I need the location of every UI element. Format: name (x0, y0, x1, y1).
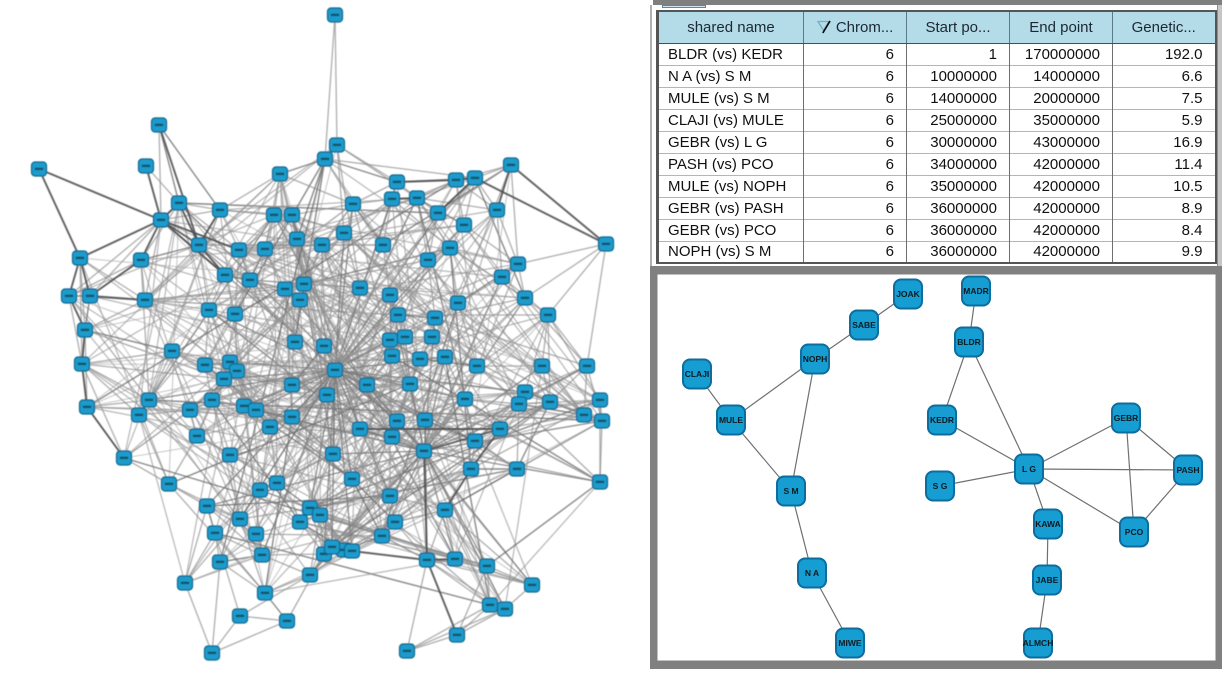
svg-text:JABE: JABE (1036, 575, 1059, 585)
svg-text:KAWA: KAWA (1035, 519, 1061, 529)
svg-text:MIWE: MIWE (838, 638, 861, 648)
svg-text:S M: S M (783, 486, 798, 496)
svg-text:PCO: PCO (1125, 527, 1144, 537)
svg-text:PASH: PASH (1177, 465, 1200, 475)
svg-text:GEBR: GEBR (1114, 413, 1139, 423)
svg-text:KEDR: KEDR (930, 415, 954, 425)
svg-text:CLAJI: CLAJI (685, 369, 710, 379)
svg-text:BLDR: BLDR (957, 337, 981, 347)
svg-text:L G: L G (1022, 464, 1036, 474)
svg-text:ALMCH: ALMCH (1023, 638, 1054, 648)
svg-text:JOAK: JOAK (896, 289, 920, 299)
svg-text:SABE: SABE (852, 320, 876, 330)
svg-text:MULE: MULE (719, 415, 743, 425)
svg-text:N A: N A (805, 568, 819, 578)
svg-text:S G: S G (933, 481, 948, 491)
svg-text:NOPH: NOPH (803, 354, 828, 364)
svg-text:MADR: MADR (963, 286, 989, 296)
